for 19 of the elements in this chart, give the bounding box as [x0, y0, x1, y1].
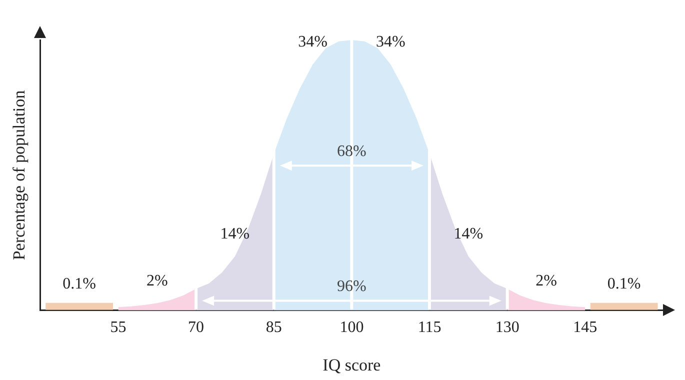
y-axis-title: Percentage of population [10, 90, 29, 260]
annotation: 0.1% [62, 276, 96, 293]
x-axis-title: IQ score [322, 355, 381, 374]
annotation: 0.1% [607, 276, 641, 293]
annotation: 68% [337, 142, 366, 160]
x-tick-label: 100 [340, 319, 364, 336]
annotation: 34% [298, 34, 328, 51]
annotation: 2% [146, 272, 168, 290]
x-tick-label: 70 [188, 319, 204, 336]
annotation: 14% [220, 226, 250, 243]
x-tick-label: 115 [418, 319, 442, 336]
x-tick-label: 145 [573, 319, 598, 336]
x-tick-label: 55 [110, 319, 126, 336]
annotation: 96% [337, 278, 366, 295]
x-tick-label: 130 [495, 319, 520, 336]
annotation: 2% [536, 272, 557, 290]
annotation: 14% [454, 226, 484, 243]
annotation: 34% [376, 34, 406, 51]
x-tick-label: 85 [266, 319, 282, 336]
